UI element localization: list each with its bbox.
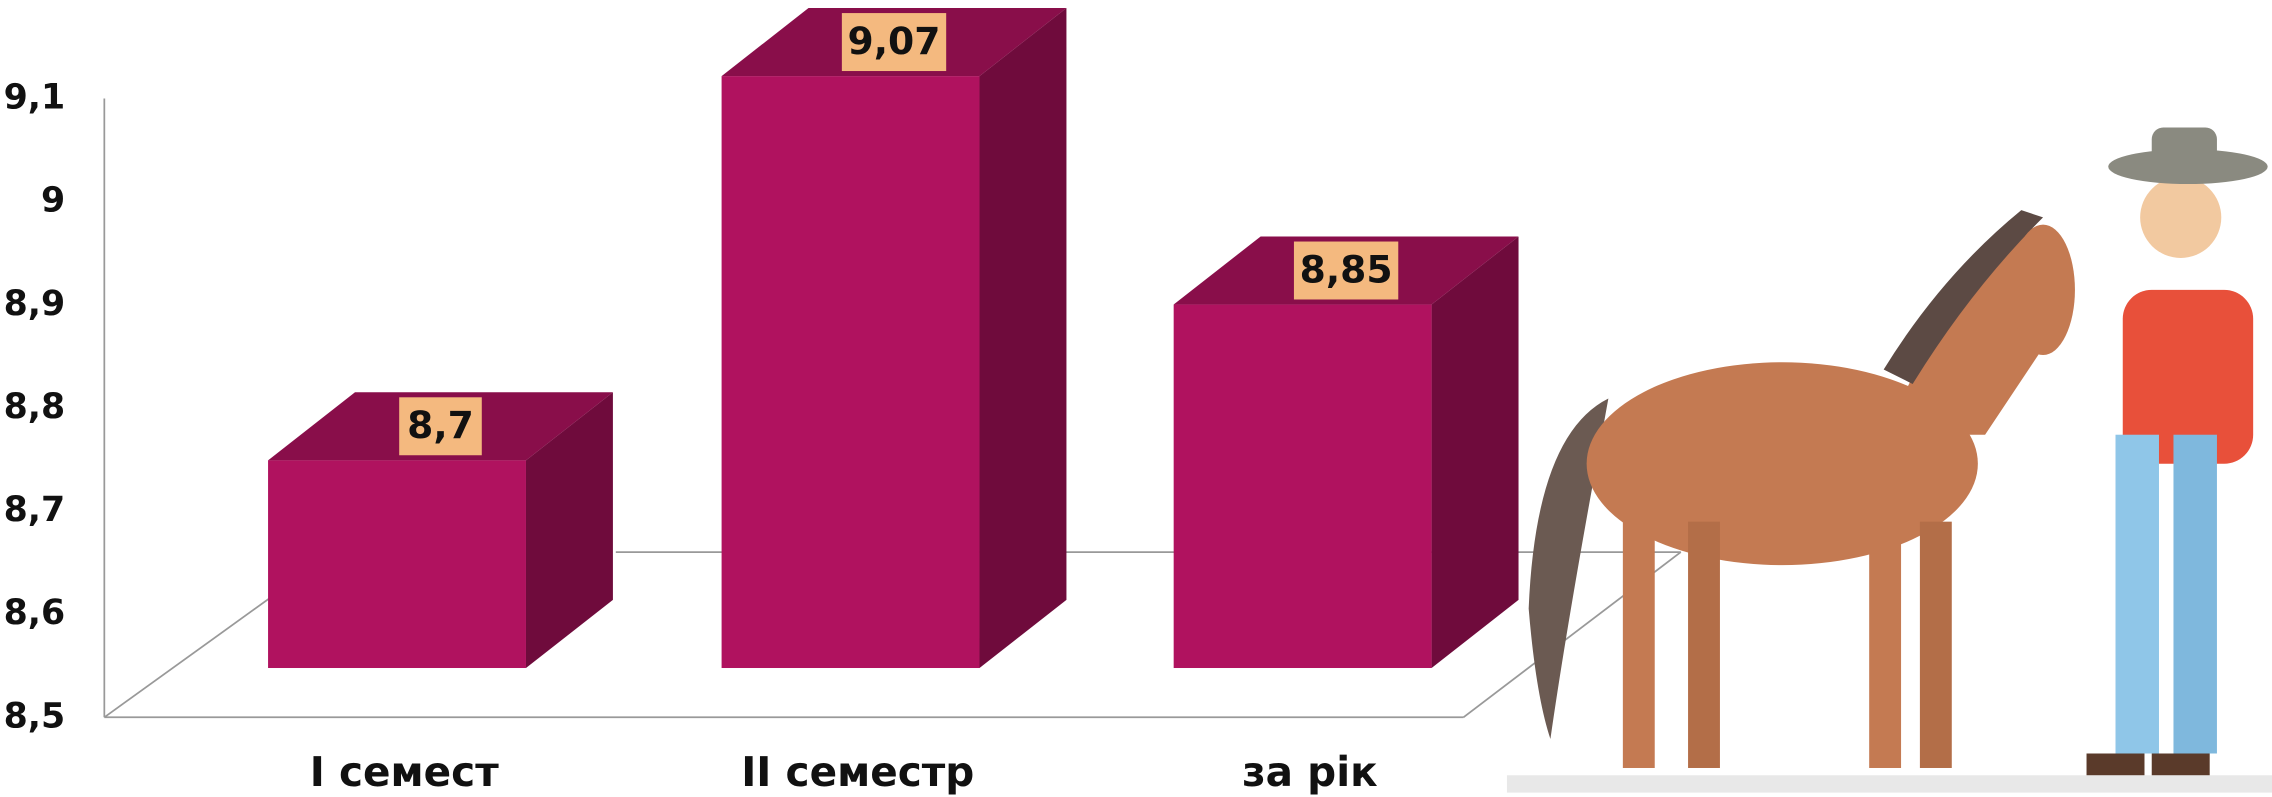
x-tick-label: II семестр [741, 748, 974, 796]
bar [1173, 304, 1432, 669]
bar [721, 76, 980, 669]
value-label: 8,7 [407, 403, 474, 447]
value-label-box [1293, 241, 1399, 300]
value-label-box [399, 397, 482, 456]
y-tick-label: 9,1 [4, 78, 66, 118]
y-tick-label: 8,5 [4, 696, 66, 736]
y-tick-label: 8,6 [4, 593, 66, 633]
plot: 8,5 8,6 8,7 8,8 8,9 9 9,1 8,7 I семест 9,07 II сем… [4, 8, 1519, 796]
y-tick-label: 8,9 [4, 284, 66, 324]
bar-side [525, 392, 613, 669]
y-tick-label: 8,7 [4, 490, 66, 530]
bar-side [1431, 236, 1519, 669]
y-tick-label: 8,8 [4, 387, 66, 427]
bar [268, 460, 526, 669]
y-tick-label: 9 [41, 181, 65, 221]
x-tick-label: за рік [1242, 748, 1378, 796]
illustration [1506, 127, 2272, 793]
value-label-box [841, 13, 947, 72]
x-tick-label: I семест [310, 748, 499, 796]
bar-side [979, 8, 1067, 669]
value-label: 9,07 [848, 19, 941, 63]
value-label: 8,85 [1300, 247, 1393, 291]
